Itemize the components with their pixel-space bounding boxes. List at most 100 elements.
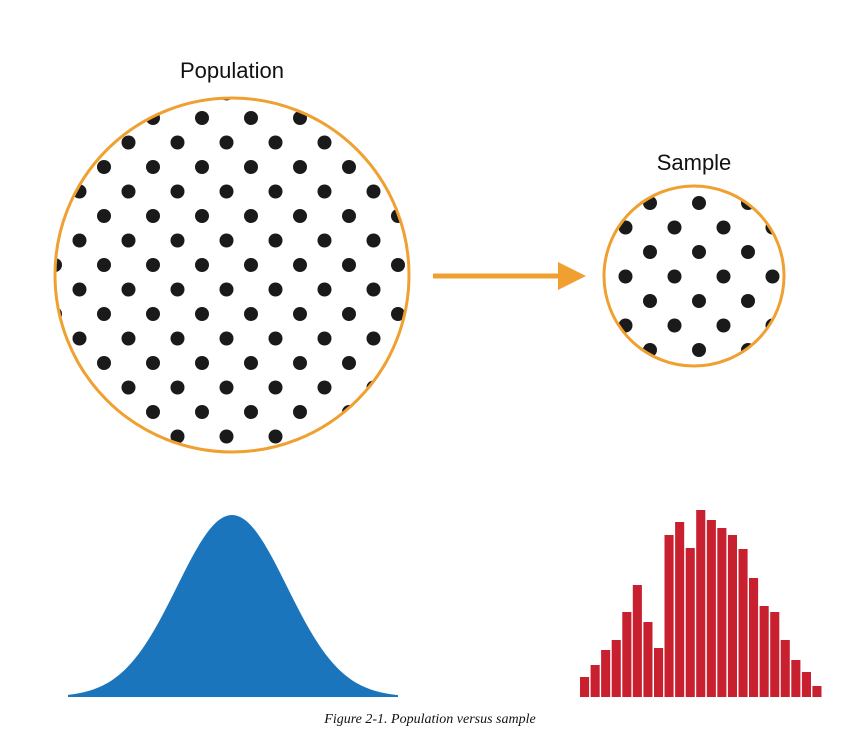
dot bbox=[146, 209, 160, 223]
caption: Figure 2-1. Population versus sample bbox=[323, 712, 535, 727]
dot bbox=[146, 307, 160, 321]
dot bbox=[72, 282, 87, 297]
dot bbox=[765, 269, 780, 284]
dot bbox=[195, 356, 209, 370]
histogram-bar bbox=[738, 549, 748, 697]
histogram-bar bbox=[770, 612, 780, 697]
dot bbox=[643, 245, 657, 259]
histogram-bar bbox=[611, 640, 621, 697]
dot bbox=[342, 160, 356, 174]
dot bbox=[244, 209, 258, 223]
dot bbox=[170, 184, 185, 199]
dot bbox=[56, 258, 62, 272]
histogram-bar bbox=[643, 622, 653, 697]
dot bbox=[97, 209, 111, 223]
dot bbox=[121, 282, 136, 297]
dot bbox=[195, 209, 209, 223]
dot bbox=[268, 184, 283, 199]
dot bbox=[219, 233, 234, 248]
dot bbox=[121, 135, 136, 150]
dot bbox=[219, 135, 234, 150]
histogram-bar bbox=[706, 520, 716, 697]
histogram-bar bbox=[696, 510, 706, 697]
histogram-bar bbox=[601, 650, 611, 697]
dot bbox=[244, 258, 258, 272]
dot bbox=[317, 331, 332, 346]
population-circle bbox=[53, 96, 411, 454]
dot bbox=[317, 380, 332, 395]
dot bbox=[692, 294, 706, 308]
dot bbox=[170, 282, 185, 297]
normal-curve bbox=[68, 515, 398, 697]
dot bbox=[293, 209, 307, 223]
sample-dots bbox=[605, 196, 780, 357]
dot bbox=[72, 331, 87, 346]
dot bbox=[293, 307, 307, 321]
dot bbox=[667, 318, 682, 333]
dot bbox=[268, 233, 283, 248]
dot bbox=[366, 233, 381, 248]
dot bbox=[342, 307, 356, 321]
dot bbox=[72, 233, 87, 248]
dot bbox=[317, 233, 332, 248]
dot bbox=[219, 184, 234, 199]
histogram-bar bbox=[590, 665, 600, 697]
histogram-bar bbox=[675, 522, 685, 697]
dot bbox=[692, 196, 706, 210]
sample-histogram bbox=[580, 510, 822, 697]
dot bbox=[97, 258, 111, 272]
dot bbox=[146, 160, 160, 174]
dot bbox=[97, 307, 111, 321]
dot bbox=[219, 282, 234, 297]
histogram-bar bbox=[759, 606, 769, 697]
dot bbox=[244, 111, 258, 125]
dot bbox=[366, 184, 381, 199]
dot bbox=[643, 294, 657, 308]
dot bbox=[342, 209, 356, 223]
dot bbox=[391, 307, 405, 321]
dot bbox=[741, 294, 755, 308]
dot bbox=[146, 405, 160, 419]
dot bbox=[692, 343, 706, 357]
dot bbox=[618, 269, 633, 284]
population-dots bbox=[56, 99, 405, 444]
dot bbox=[317, 282, 332, 297]
histogram-bar bbox=[632, 585, 642, 697]
dot bbox=[146, 356, 160, 370]
dot bbox=[244, 307, 258, 321]
dot bbox=[268, 135, 283, 150]
dot bbox=[268, 282, 283, 297]
dot bbox=[195, 160, 209, 174]
dot bbox=[317, 135, 332, 150]
histogram-bar bbox=[812, 686, 822, 697]
dot bbox=[244, 405, 258, 419]
dot bbox=[391, 258, 405, 272]
dot bbox=[219, 380, 234, 395]
dot bbox=[97, 356, 111, 370]
dot bbox=[146, 258, 160, 272]
dot bbox=[170, 380, 185, 395]
dot bbox=[293, 160, 307, 174]
dot bbox=[716, 269, 731, 284]
dot bbox=[342, 258, 356, 272]
dot bbox=[244, 356, 258, 370]
arrow-head bbox=[558, 262, 586, 290]
dot bbox=[170, 429, 185, 444]
sample-label: Sample bbox=[657, 150, 732, 175]
dot bbox=[342, 356, 356, 370]
dot bbox=[692, 245, 706, 259]
histogram-bar bbox=[727, 535, 737, 697]
dot bbox=[170, 135, 185, 150]
dot bbox=[366, 282, 381, 297]
dot bbox=[293, 258, 307, 272]
dot bbox=[293, 356, 307, 370]
dot bbox=[366, 331, 381, 346]
dot bbox=[219, 429, 234, 444]
sample-circle bbox=[602, 184, 786, 368]
dot bbox=[195, 405, 209, 419]
histogram-bar bbox=[717, 528, 727, 697]
dot bbox=[121, 331, 136, 346]
dot bbox=[667, 220, 682, 235]
dot bbox=[293, 405, 307, 419]
dot bbox=[121, 233, 136, 248]
